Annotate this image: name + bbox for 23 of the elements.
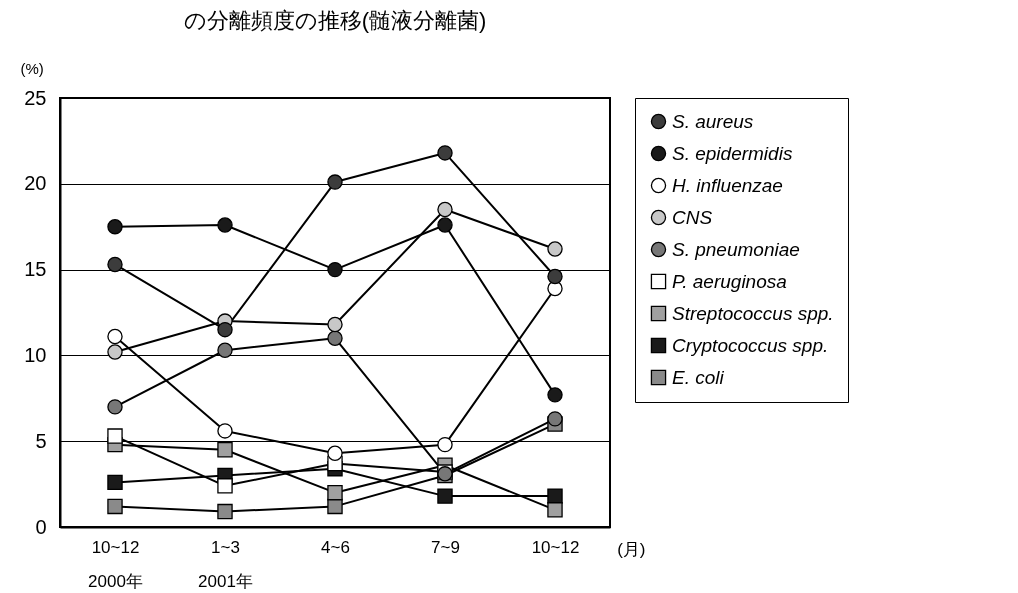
y-tick-label: 5 [35,429,47,452]
y-tick-label: 0 [35,515,47,538]
chart-title: の分離頻度の推移(髄液分離菌) [183,8,487,33]
y-tick-label: 15 [24,258,47,281]
legend-label: S. pneumoniae [672,238,800,260]
legend-label: H. influenzae [672,174,783,196]
legend-label: Cryptococcus spp. [672,334,829,356]
x-tick-label: 10~12 2000年 [88,537,143,591]
x-axis-title: (月) [617,539,646,559]
y-tick-label: 25 [24,86,47,109]
x-tick-label: 1~3 2001年 [198,537,253,591]
legend-label: P. aeruginosa [672,270,787,292]
legend-label: S. aureus [672,110,754,132]
legend-label: Streptococcus spp. [672,302,834,324]
legend-label: CNS [672,206,713,228]
x-tick-label: 7~9 [431,537,460,557]
y-tick-label: 10 [24,343,47,366]
legend-label: E. coli [672,366,725,388]
y-tick-label: 20 [24,172,47,195]
x-tick-label: 4~6 [321,537,350,557]
y-axis-title: (%) [20,59,44,77]
legend-label: S. epidermidis [672,142,793,164]
x-tick-label: 10~12 [531,537,580,557]
